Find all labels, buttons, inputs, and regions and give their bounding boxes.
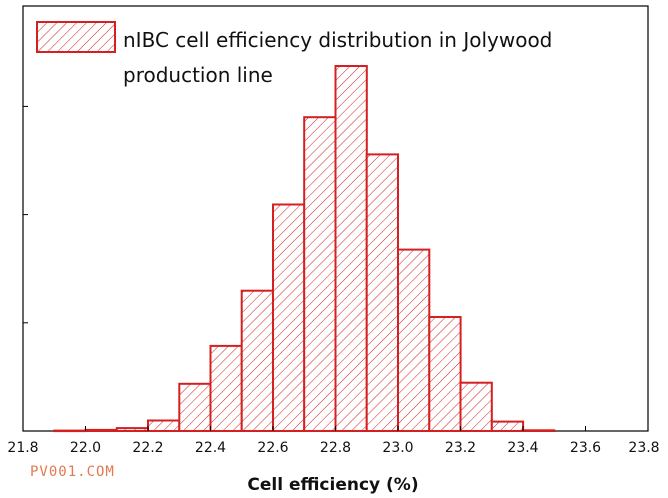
x-tick-label: 22.6	[257, 440, 288, 456]
histogram-bar	[115, 427, 150, 433]
x-tick-label: 22.0	[70, 440, 101, 456]
x-tick-label: 21.8	[7, 440, 38, 456]
x-tick-label: 23.0	[382, 440, 413, 456]
histogram-bar	[365, 153, 400, 432]
histogram-bar	[178, 382, 212, 432]
x-tick-label: 23.8	[628, 440, 659, 456]
histogram-bar	[272, 203, 306, 432]
legend-swatch	[36, 21, 116, 53]
x-tick-label: 23.4	[507, 440, 538, 456]
histogram-bar	[240, 289, 274, 433]
x-tick-label: 23.6	[570, 440, 601, 456]
histogram-bar	[428, 316, 462, 432]
x-axis-ticks: 21.8 22.0 22.2 22.4 22.6 22.8 23.0 23.2 23.4 23.6…	[7, 426, 660, 456]
bars-group	[53, 65, 556, 433]
histogram-bar	[490, 420, 525, 433]
legend-label-line2: production line	[123, 63, 273, 87]
histogram-bar	[334, 65, 368, 432]
histogram-bar	[522, 429, 556, 432]
histogram-bar	[303, 116, 337, 432]
x-axis-title: Cell efficiency (%)	[247, 475, 418, 495]
x-tick-label: 22.4	[195, 440, 226, 456]
histogram-bar	[147, 419, 181, 432]
y-axis-ticks	[23, 105, 28, 432]
histogram-bar	[53, 429, 87, 433]
x-tick-label: 22.2	[132, 440, 163, 456]
histogram-bar	[459, 381, 493, 433]
legend: nIBC cell efficiency distribution in Jol…	[36, 21, 552, 87]
legend-label-line1: nIBC cell efficiency distribution in Jol…	[123, 28, 552, 52]
watermark-text: PV001.COM	[30, 464, 115, 480]
histogram-bar	[397, 248, 431, 432]
x-tick-label: 22.8	[320, 440, 351, 456]
histogram-bar	[209, 344, 243, 432]
histogram-bar	[84, 428, 118, 432]
x-tick-label: 23.2	[445, 440, 476, 456]
